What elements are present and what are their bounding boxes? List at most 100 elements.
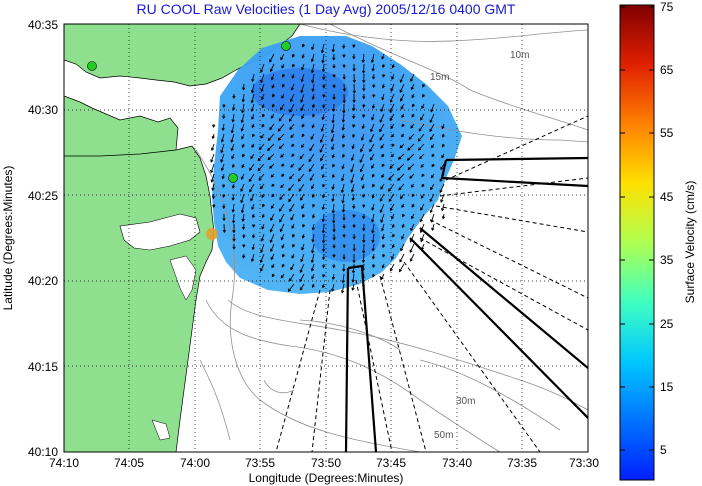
velocity-vector: [242, 93, 245, 102]
velocity-vector-head: [311, 227, 315, 231]
velocity-vector-head: [301, 205, 305, 210]
velocity-vector-head: [332, 220, 336, 224]
velocity-vector-head: [381, 56, 385, 60]
velocity-vector: [261, 223, 265, 230]
velocity-vector-head: [300, 107, 304, 112]
velocity-vector-head: [248, 178, 252, 183]
velocity-vector-head: [331, 174, 336, 179]
velocity-vector-head: [439, 178, 443, 182]
velocity-vector-head: [281, 264, 285, 268]
velocity-vector: [231, 123, 235, 133]
velocity-vector: [249, 183, 255, 192]
velocity-vector-head: [399, 79, 403, 83]
velocity-vector-head: [380, 186, 384, 190]
velocity-vector: [311, 253, 315, 263]
colorbar-tick-label: 55: [660, 126, 674, 140]
velocity-vector-head: [311, 104, 316, 109]
velocity-vector-head: [351, 145, 355, 150]
y-axis-label: Latitude (Degrees:Minutes): [1, 166, 15, 311]
velocity-vector-head: [270, 115, 274, 119]
velocity-vector: [299, 153, 305, 159]
velocity-vector-head: [270, 77, 274, 81]
velocity-vector-head: [441, 207, 445, 212]
velocity-vector-head: [220, 139, 225, 143]
velocity-vector: [342, 203, 345, 212]
x-tick-label: 74:00: [180, 456, 210, 470]
velocity-vector-head: [251, 144, 255, 148]
velocity-vector-head: [249, 189, 253, 193]
velocity-vector: [308, 153, 315, 162]
velocity-vector-head: [321, 116, 325, 121]
velocity-vector-head: [440, 166, 444, 171]
y-tick-label: 40:20: [28, 274, 58, 288]
velocity-vector: [342, 123, 345, 130]
velocity-vector: [279, 223, 285, 232]
velocity-vector-head: [421, 173, 425, 177]
velocity-vector: [279, 203, 285, 212]
velocity-vector-head: [352, 79, 356, 84]
velocity-vector-head: [381, 265, 385, 269]
velocity-vector-head: [417, 138, 421, 142]
velocity-vector-head: [379, 119, 383, 123]
velocity-vector-head: [331, 186, 335, 190]
velocity-vector: [331, 283, 335, 292]
velocity-vector: [409, 173, 415, 179]
velocity-vector: [231, 143, 235, 151]
velocity-vector-head: [269, 68, 273, 73]
velocity-vector-head: [371, 105, 376, 109]
velocity-vector-head: [381, 236, 385, 240]
velocity-vector: [298, 163, 305, 171]
velocity-vector-head: [250, 258, 255, 263]
velocity-vector: [250, 153, 255, 159]
velocity-vector-head: [389, 268, 393, 272]
velocity-vector-head: [230, 139, 234, 144]
velocity-vector-head: [259, 268, 264, 272]
velocity-vector-head: [411, 114, 415, 118]
velocity-vector: [291, 83, 295, 91]
velocity-vector-head: [290, 217, 294, 221]
velocity-vector-head: [430, 145, 434, 149]
velocity-vector: [311, 73, 315, 83]
velocity-vector-head: [290, 134, 294, 139]
chart-title: RU COOL Raw Velocities (1 Day Avg) 2005/…: [137, 1, 516, 17]
velocity-vector-head: [302, 224, 306, 228]
velocity-vector-head: [389, 165, 393, 169]
velocity-vector: [389, 103, 395, 113]
velocity-vector-head: [361, 185, 365, 190]
velocity-vector-head: [311, 46, 315, 51]
velocity-vector-head: [429, 128, 433, 133]
grid: [64, 24, 588, 452]
velocity-vector-head: [311, 88, 315, 92]
velocity-vector-head: [391, 216, 395, 220]
velocity-vector-head: [319, 149, 323, 153]
velocity-vector: [270, 213, 275, 221]
velocity-vector-head: [371, 165, 375, 169]
inlet-south: [151, 419, 171, 441]
velocity-vector-head: [419, 155, 423, 160]
velocity-vector: [233, 103, 235, 111]
velocity-vector-head: [270, 248, 274, 253]
velocity-vector: [250, 193, 255, 201]
x-axis: 74:10 74:05 74:00 73:55 73:50 73:45 73:4…: [49, 456, 599, 485]
velocity-vector-head: [281, 95, 285, 99]
velocity-vector-head: [322, 105, 326, 109]
velocity-vector-head: [312, 204, 316, 208]
velocity-vector-head: [379, 137, 383, 141]
velocity-vector-head: [331, 120, 335, 124]
velocity-vector: [312, 83, 315, 92]
velocity-vector-head: [381, 97, 385, 101]
velocity-vector-head: [401, 224, 405, 229]
velocity-vector-head: [310, 259, 315, 264]
velocity-vector-head: [260, 79, 264, 84]
velocity-vector-head: [241, 164, 245, 169]
velocity-vector-head: [381, 154, 385, 158]
velocity-vector-head: [389, 109, 393, 113]
velocity-vector: [322, 213, 325, 222]
velocity-vector-head: [352, 248, 356, 252]
velocity-vector-head: [409, 239, 413, 243]
velocity-vector: [309, 173, 315, 181]
velocity-vector: [269, 223, 275, 232]
velocity-vector-head: [242, 244, 246, 248]
velocity-vector-head: [399, 259, 403, 263]
velocity-vector-head: [342, 54, 346, 58]
